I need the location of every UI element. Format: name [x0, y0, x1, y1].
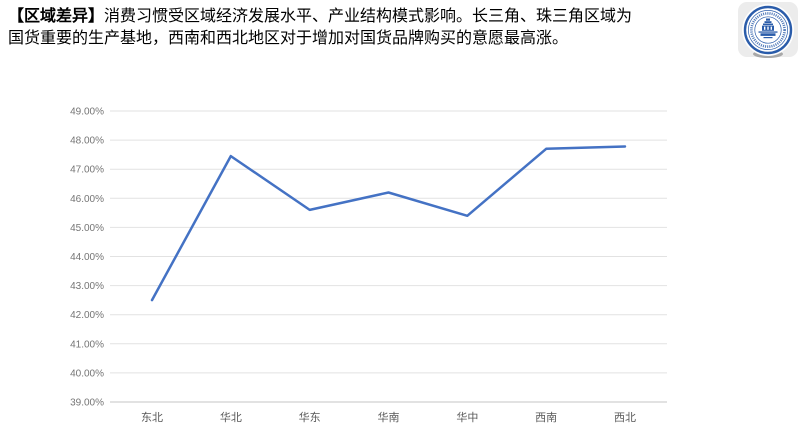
y-axis-tick-label: 49.00%: [70, 107, 104, 118]
y-axis-tick-label: 44.00%: [70, 252, 104, 263]
title-line-1-text: 消费习惯受区域经济发展水平、产业结构模式影响。长三角、珠三角区域为: [104, 8, 633, 25]
y-axis-tick-label: 46.00%: [70, 194, 104, 205]
x-axis-category-label: 华东: [299, 410, 321, 424]
x-axis-category-label: 西南: [535, 411, 557, 424]
x-axis-category-label: 西北: [614, 411, 636, 424]
title-line-2: 国货重要的生产基地，西南和西北地区对于增加对国货品牌购买的意愿最高涨。: [8, 30, 569, 47]
title-tag: 【区域差异】: [8, 8, 105, 25]
y-axis-tick-label: 43.00%: [70, 281, 104, 292]
slide-title: 【区域差异】消费习惯受区域经济发展水平、产业结构模式影响。长三角、珠三角区域为 …: [8, 6, 708, 50]
x-axis-category-label: 华南: [378, 410, 400, 424]
university-seal-icon: [738, 2, 798, 58]
title-line-1: 【区域差异】消费习惯受区域经济发展水平、产业结构模式影响。长三角、珠三角区域为: [8, 6, 708, 28]
x-axis-category-label: 华北: [220, 410, 242, 424]
y-axis-tick-label: 39.00%: [70, 398, 104, 409]
x-axis-category-label: 东北: [141, 411, 163, 424]
y-axis-tick-label: 48.00%: [70, 136, 104, 147]
y-axis-tick-label: 45.00%: [70, 223, 104, 234]
y-axis-tick-label: 42.00%: [70, 310, 104, 321]
y-axis-tick-label: 41.00%: [70, 339, 104, 350]
series-line: [150, 145, 627, 302]
x-axis-category-label: 华中: [456, 410, 478, 424]
y-axis-tick-label: 40.00%: [70, 368, 104, 379]
y-axis-tick-label: 47.00%: [70, 165, 104, 176]
university-seal-logo: [737, 2, 799, 58]
